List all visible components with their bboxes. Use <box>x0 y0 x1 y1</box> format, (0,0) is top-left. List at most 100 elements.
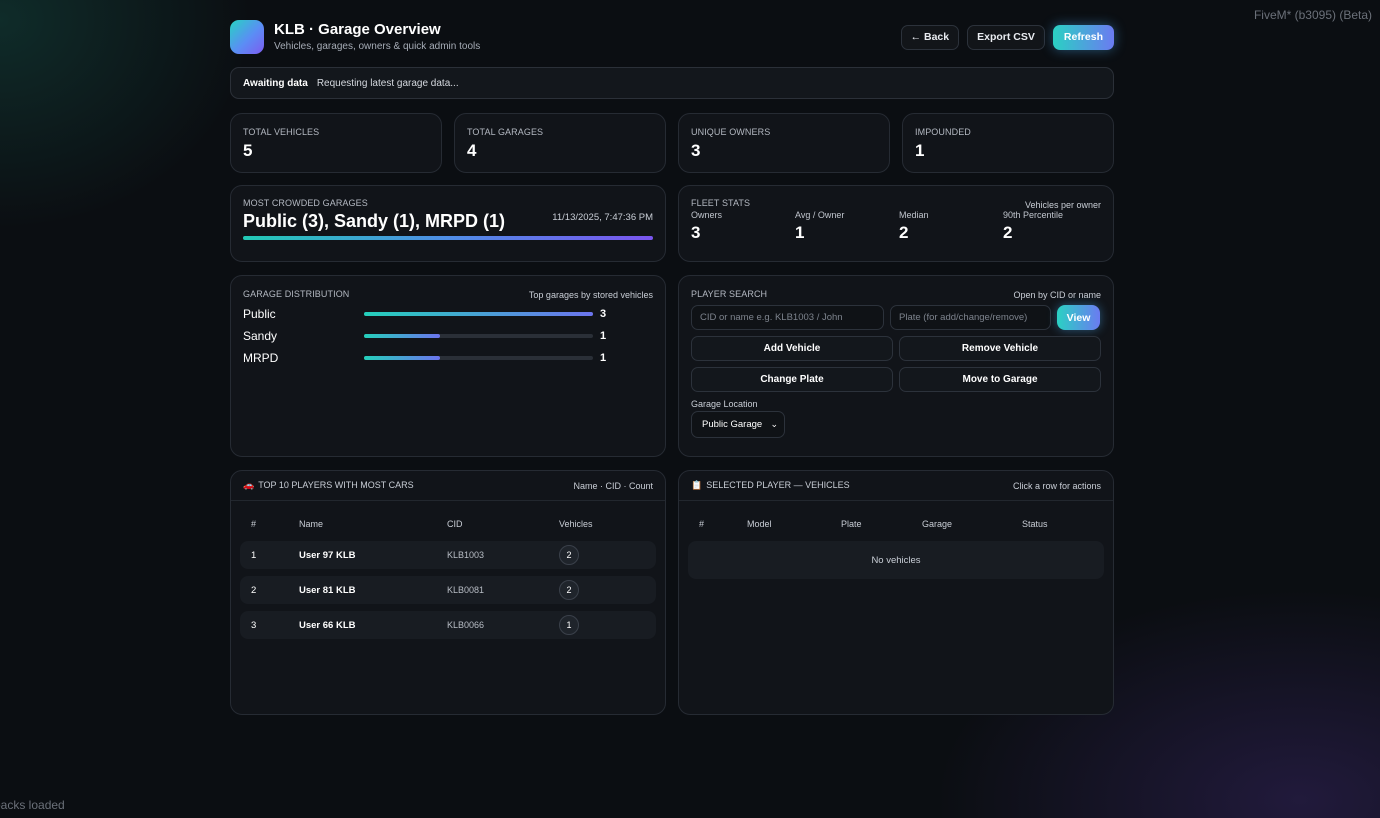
stat-value: 4 <box>467 141 477 160</box>
distribution-garage-name: Sandy <box>243 329 278 343</box>
app-logo <box>230 20 264 54</box>
distribution-rows: Public 3 Sandy 1 MRPD <box>243 303 653 369</box>
distribution-count: 3 <box>600 308 607 320</box>
fleet-item-value: 2 <box>1003 223 1013 242</box>
column-header-rank: # <box>251 519 257 529</box>
distribution-garage-name: Public <box>243 307 276 321</box>
top-players-header: 🚗 TOP 10 PLAYERS WITH MOST CARS Name · CI… <box>231 471 665 501</box>
header-titles: KLB · Garage Overview Vehicles, garages,… <box>274 21 893 53</box>
status-label: Awaiting data <box>243 77 308 89</box>
packs-loaded-text: packs loaded <box>0 798 65 812</box>
player-search-card: PLAYER SEARCH Open by CID or name View A… <box>678 275 1114 457</box>
move-to-garage-button[interactable]: Move to Garage <box>899 367 1101 392</box>
column-header-vehicles: Vehicles <box>559 519 593 529</box>
plate-input[interactable] <box>890 305 1051 330</box>
header: KLB · Garage Overview Vehicles, garages,… <box>230 18 1114 56</box>
distribution-fill <box>364 312 593 316</box>
distribution-track <box>364 356 593 360</box>
fleet-owners: Owners 3 <box>691 210 795 243</box>
column-header-plate: Plate <box>841 519 862 529</box>
column-header-status: Status <box>1022 519 1048 529</box>
crowded-timestamp: 11/13/2025, 7:47:36 PM <box>552 212 653 223</box>
vehicle-count-badge: 2 <box>559 580 579 600</box>
fleet-item-label: Owners <box>691 210 723 220</box>
garage-location-label: Garage Location <box>691 399 758 409</box>
row-rank: 3 <box>251 619 257 631</box>
distribution-fill <box>364 356 440 360</box>
fivem-version-tag: FiveM* (b3095) (Beta) <box>1253 8 1372 22</box>
fleet-item-value: 1 <box>795 223 805 242</box>
vehicle-actions: Add Vehicle Remove Vehicle Change Plate … <box>691 336 1101 392</box>
row-name: User 97 KLB <box>299 549 356 561</box>
distribution-count: 1 <box>600 330 607 342</box>
top-players-card: 🚗 TOP 10 PLAYERS WITH MOST CARS Name · CI… <box>230 470 666 715</box>
fleet-stats-card: FLEET STATS Vehicles per owner Owners 3 … <box>678 185 1114 262</box>
fleet-item-label: Median <box>899 210 929 220</box>
table-row[interactable]: 2 User 81 KLB KLB0081 2 <box>240 576 656 604</box>
change-plate-button[interactable]: Change Plate <box>691 367 893 392</box>
empty-state: No vehicles <box>688 541 1104 579</box>
stat-total-garages: TOTAL GARAGES 4 <box>454 113 666 173</box>
selected-player-column-headers: # Model Plate Garage Status <box>679 507 1113 541</box>
stat-label: TOTAL GARAGES <box>467 127 544 137</box>
crowded-bar <box>243 236 653 240</box>
selected-player-title: 📋 SELECTED PLAYER — VEHICLES <box>691 480 850 491</box>
stat-label: IMPOUNDED <box>915 127 971 137</box>
row-cid: KLB0081 <box>447 585 485 595</box>
cid-search-input[interactable] <box>691 305 884 330</box>
top-players-title-text: TOP 10 PLAYERS WITH MOST CARS <box>258 480 414 490</box>
distribution-fill <box>364 334 440 338</box>
fleet-label: FLEET STATS <box>691 198 751 208</box>
distribution-count: 1 <box>600 352 607 364</box>
add-vehicle-button[interactable]: Add Vehicle <box>691 336 893 361</box>
column-header-model: Model <box>747 519 772 529</box>
table-row[interactable]: 1 User 97 KLB KLB1003 2 <box>240 541 656 569</box>
stat-value: 1 <box>915 141 925 160</box>
crowded-value: Public (3), Sandy (1), MRPD (1) <box>243 211 506 231</box>
page-title: KLB · Garage Overview <box>274 21 441 38</box>
car-icon: 🚗 <box>243 480 255 490</box>
stat-value: 3 <box>691 141 701 160</box>
export-csv-button[interactable]: Export CSV <box>967 24 1045 50</box>
vehicle-count-badge: 1 <box>559 615 579 635</box>
fleet-grid: Owners 3 Avg / Owner 1 Median 2 90th Per… <box>691 210 1101 243</box>
refresh-button[interactable]: Refresh <box>1052 24 1114 50</box>
table-row[interactable]: 3 User 66 KLB KLB0066 1 <box>240 611 656 639</box>
overview-row: MOST CROWDED GARAGES Public (3), Sandy (… <box>230 185 1114 262</box>
most-crowded-card: MOST CROWDED GARAGES Public (3), Sandy (… <box>230 185 666 262</box>
column-header-garage: Garage <box>922 519 953 529</box>
distribution-caption: Top garages by stored vehicles <box>528 290 653 300</box>
fleet-90th-percentile: 90th Percentile 2 <box>1003 210 1107 243</box>
fleet-caption: Vehicles per owner <box>1024 200 1101 210</box>
page-subtitle: Vehicles, garages, owners & quick admin … <box>274 41 481 52</box>
chevron-down-icon: ⌄ <box>770 419 778 429</box>
distribution-garage-name: MRPD <box>243 351 279 365</box>
status-message: Requesting latest garage data... <box>316 77 459 89</box>
vehicle-count-badge: 2 <box>559 545 579 565</box>
garage-location-select[interactable]: Public Garage ⌄ <box>691 411 785 438</box>
column-header-cid: CID <box>447 519 463 529</box>
selected-player-card: 📋 SELECTED PLAYER — VEHICLES Click a row … <box>678 470 1114 715</box>
clipboard-icon: 📋 <box>691 480 703 490</box>
row-cid: KLB1003 <box>447 550 485 560</box>
row-name: User 81 KLB <box>299 584 356 596</box>
crowded-label: MOST CROWDED GARAGES <box>243 198 368 208</box>
stat-total-vehicles: TOTAL VEHICLES 5 <box>230 113 442 173</box>
fleet-item-value: 2 <box>899 223 909 242</box>
tools-row: GARAGE DISTRIBUTION Top garages by store… <box>230 275 1114 457</box>
fleet-median: Median 2 <box>899 210 1003 243</box>
top-players-title: 🚗 TOP 10 PLAYERS WITH MOST CARS <box>243 480 414 491</box>
fleet-item-label: Avg / Owner <box>795 210 845 220</box>
remove-vehicle-button[interactable]: Remove Vehicle <box>899 336 1101 361</box>
stat-value: 5 <box>243 141 253 160</box>
distribution-label: GARAGE DISTRIBUTION <box>243 289 350 299</box>
back-button[interactable]: ← Back <box>900 24 960 50</box>
view-button[interactable]: View <box>1057 305 1100 330</box>
garage-overview-app: KLB · Garage Overview Vehicles, garages,… <box>230 18 1114 715</box>
stats-row: TOTAL VEHICLES 5 TOTAL GARAGES 4 UNIQUE … <box>230 113 1114 173</box>
garage-location-value: Public Garage <box>702 419 763 430</box>
top-players-caption: Name · CID · Count <box>573 480 653 491</box>
row-rank: 2 <box>251 584 257 596</box>
stat-label: UNIQUE OWNERS <box>691 127 771 137</box>
tables-row: 🚗 TOP 10 PLAYERS WITH MOST CARS Name · CI… <box>230 470 1114 715</box>
